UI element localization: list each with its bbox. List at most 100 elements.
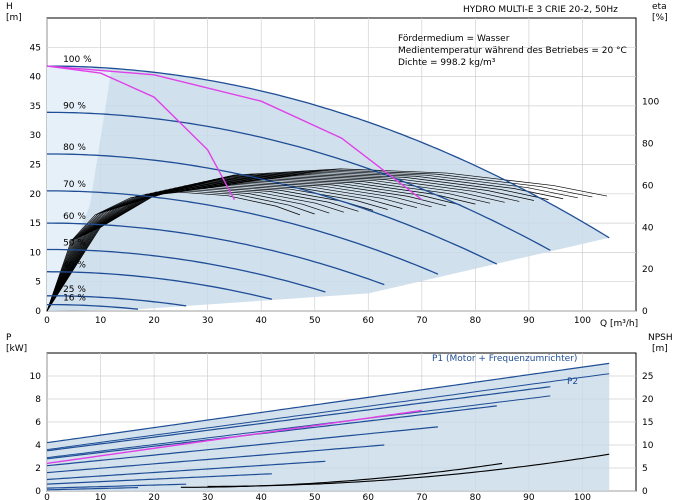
- p-x-tick-label: 100: [574, 493, 591, 500]
- y-right-tick-label: 80: [642, 140, 654, 150]
- p1-curve: [46, 473, 272, 485]
- npsh-right-tick-label: 0: [642, 487, 648, 497]
- p2-curve: [46, 373, 610, 451]
- head-curve: [47, 248, 326, 293]
- y-right-tick-label: 0: [642, 307, 648, 317]
- head-curve: [47, 303, 139, 310]
- npsh-curve: [180, 462, 503, 488]
- x-tick-label: 80: [470, 316, 482, 326]
- efficiency-curve: [46, 187, 359, 312]
- p-left-label-2: [kW]: [6, 344, 27, 354]
- head-curve: [47, 295, 187, 307]
- head-curve: [47, 153, 498, 265]
- npsh-right-label-1: NPSH: [648, 333, 673, 343]
- annotation-1: Fördermedium = Wasser: [398, 34, 510, 44]
- annotation-2: Medientemperatur während des Betriebes =…: [398, 46, 627, 56]
- x-tick-label: 90: [523, 316, 535, 326]
- duty-curve: [46, 65, 423, 201]
- y-left-tick-label: 20: [30, 190, 42, 200]
- head-chart: 0 10 20 30 40 50 60 70 80 90 100 0 5 10 15 20 25 30 35 40 45…: [30, 17, 659, 326]
- p-left-tick-label: 4: [35, 441, 41, 451]
- p1-curve: [46, 460, 326, 481]
- x-tick-label: 30: [202, 316, 214, 326]
- y-left-tick-label: 0: [35, 307, 41, 317]
- y-right-label-1: eta: [652, 2, 667, 12]
- x-tick-label: 40: [255, 316, 267, 326]
- p-duty-curve: [46, 409, 422, 465]
- npsh-right-tick-label: 20: [642, 395, 654, 405]
- x-tick-label: 50: [309, 316, 321, 326]
- efficiency-curve: [46, 179, 461, 312]
- x-tick-label: 70: [416, 316, 428, 326]
- npsh-right-tick-label: 10: [642, 441, 654, 451]
- p2-curve: [46, 395, 551, 459]
- p-left-tick-label: 2: [35, 464, 41, 474]
- p-x-tick-label: 30: [202, 493, 214, 500]
- duty-curve: [46, 65, 236, 201]
- y-right-tick-label: 20: [642, 265, 654, 275]
- head-curve: [47, 65, 610, 239]
- y-right-tick-label: 40: [642, 223, 654, 233]
- efficiency-curve: [46, 178, 476, 312]
- p-x-tick-label: 40: [255, 493, 267, 500]
- head-curve: [47, 222, 385, 286]
- x-tick-label: 20: [148, 316, 160, 326]
- efficiency-curve: [46, 181, 432, 312]
- y-left-tick-label: 35: [30, 102, 41, 112]
- p-x-tick-label: 0: [44, 493, 50, 500]
- y-right-tick-label: 60: [642, 181, 654, 191]
- head-curve-label: 40 %: [63, 261, 86, 271]
- head-curve-label: 16 %: [63, 294, 86, 304]
- p1-curve: [46, 426, 438, 467]
- y-left-tick-label: 25: [30, 161, 41, 171]
- p-left-tick-label: 8: [35, 395, 41, 405]
- head-curve-label: 90 %: [63, 101, 86, 111]
- p1-curve: [46, 483, 187, 489]
- p-x-tick-label: 60: [363, 493, 375, 500]
- npsh-right-tick-label: 15: [642, 418, 653, 428]
- p-x-tick-label: 20: [148, 493, 160, 500]
- head-curve-label: 50 %: [63, 238, 86, 248]
- efficiency-curve: [46, 180, 447, 312]
- annotation-3: Dichte = 998.2 kg/m³: [398, 58, 496, 68]
- y-left-tick-label: 30: [30, 131, 42, 141]
- p-x-tick-label: 10: [95, 493, 107, 500]
- x-tick-label: 100: [574, 316, 591, 326]
- p1-curve: [46, 362, 610, 444]
- power-area: [47, 363, 610, 491]
- head-curve-label: 100 %: [63, 55, 92, 65]
- x-tick-label: 0: [44, 316, 50, 326]
- x-tick-label: 10: [95, 316, 107, 326]
- y-left-tick-label: 15: [30, 219, 41, 229]
- p-left-tick-label: 10: [30, 372, 42, 382]
- efficiency-curve: [46, 186, 374, 312]
- p-x-tick-label: 50: [309, 493, 321, 500]
- operating-area: [47, 66, 610, 311]
- efficiency-curve: [46, 188, 344, 312]
- y-right-tick-label: 100: [642, 98, 659, 108]
- p-x-tick-label: 90: [523, 493, 535, 500]
- p1-curve: [46, 386, 551, 452]
- efficiency-curve: [46, 184, 403, 312]
- p1-curve: [46, 487, 139, 491]
- efficiency-curve: [46, 168, 608, 312]
- head-curve-label: 60 %: [63, 212, 86, 222]
- y-left-tick-label: 40: [30, 73, 42, 83]
- title-text: HYDRO MULTI-E 3 CRIE 20-2, 50Hz: [463, 5, 618, 15]
- npsh-right-tick-label: 5: [642, 464, 648, 474]
- p-left-label-1: P: [6, 333, 12, 343]
- efficiency-curve: [46, 185, 388, 312]
- head-curve: [46, 111, 551, 251]
- y-left-tick-label: 10: [30, 248, 42, 258]
- y-left-label-2: [m]: [6, 13, 22, 23]
- p2-series-label: P2: [567, 377, 578, 387]
- p-left-tick-label: 6: [35, 418, 41, 428]
- y-left-tick-label: 45: [30, 43, 41, 53]
- efficiency-curve: [46, 182, 418, 312]
- npsh-right-tick-label: 25: [642, 372, 653, 382]
- x-tick-label: 60: [363, 316, 375, 326]
- head-curve: [47, 190, 439, 275]
- head-curve: [46, 271, 273, 300]
- p1-series-label: P1 (Motor + Frequenzumrichter): [432, 354, 577, 364]
